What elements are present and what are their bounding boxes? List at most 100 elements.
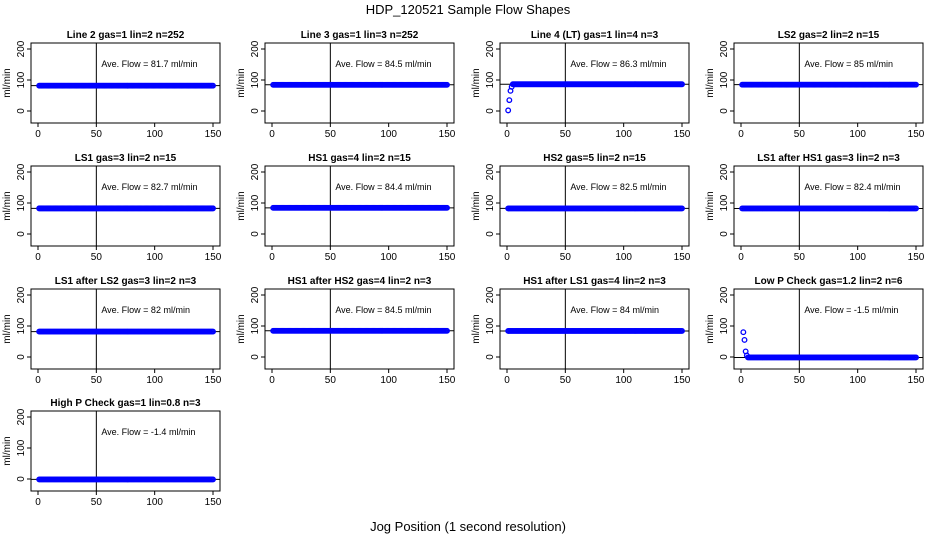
panel-title: LS1 gas=3 lin=2 n=15 xyxy=(75,153,177,164)
data-point xyxy=(741,337,748,343)
x-tick-label: 100 xyxy=(849,375,866,386)
data-point xyxy=(210,82,216,89)
panel-title: HS1 gas=4 lin=2 n=15 xyxy=(308,153,411,164)
x-tick-label: 0 xyxy=(269,252,275,263)
y-tick-label: 200 xyxy=(250,40,261,57)
plot-frame xyxy=(264,42,455,124)
y-tick-label: 0 xyxy=(250,231,261,237)
chart-panel: Low P Check gas=1.2 lin=2 n=6 0 50 100 150 0 1… xyxy=(705,276,925,386)
x-tick-label: 0 xyxy=(738,252,744,263)
y-tick-label: 100 xyxy=(16,194,27,211)
figure-x-axis-label: Jog Position (1 second resolution) xyxy=(370,519,566,534)
x-tick-label: 50 xyxy=(91,497,103,508)
data-point xyxy=(679,205,685,212)
x-tick-label: 50 xyxy=(794,252,806,263)
panel-title: HS1 after LS1 gas=4 lin=2 n=3 xyxy=(523,276,666,287)
x-tick-label: 50 xyxy=(560,252,572,263)
x-tick-label: 50 xyxy=(560,129,572,140)
panel-title: Line 3 gas=1 lin=3 n=252 xyxy=(301,30,419,41)
data-point xyxy=(444,204,450,211)
x-tick-label: 100 xyxy=(146,497,163,508)
y-tick-label: 100 xyxy=(16,439,27,456)
x-tick-label: 150 xyxy=(439,252,456,263)
x-tick-label: 150 xyxy=(674,252,691,263)
x-tick-label: 150 xyxy=(908,129,925,140)
y-tick-label: 200 xyxy=(485,40,496,57)
x-tick-label: 100 xyxy=(380,129,397,140)
x-tick-label: 150 xyxy=(205,497,222,508)
chart-panel: HS1 gas=4 lin=2 n=15 0 50 100 150 0 100 200ml/m… xyxy=(236,153,456,263)
plot-frame xyxy=(499,288,690,370)
panel-title: LS1 after HS1 gas=3 lin=2 n=3 xyxy=(757,153,900,164)
y-tick-label: 0 xyxy=(16,231,27,237)
x-tick-label: 0 xyxy=(35,129,41,140)
y-axis-label: ml/min xyxy=(2,314,13,343)
average-flow-annotation: Ave. Flow = 82 ml/min xyxy=(101,305,190,315)
y-tick-label: 200 xyxy=(485,163,496,180)
plot-frame xyxy=(30,410,221,492)
average-flow-annotation: Ave. Flow = 86.3 ml/min xyxy=(570,59,666,69)
y-tick-label: 200 xyxy=(719,286,730,303)
y-tick-label: 100 xyxy=(250,71,261,88)
x-tick-label: 100 xyxy=(380,252,397,263)
chart-panel: LS1 after HS1 gas=3 lin=2 n=3 0 50 100 150 0 1… xyxy=(705,153,925,263)
average-flow-annotation: Ave. Flow = 84.4 ml/min xyxy=(335,182,431,192)
y-tick-label: 0 xyxy=(16,354,27,360)
x-tick-label: 150 xyxy=(205,129,222,140)
average-flow-annotation: Ave. Flow = 82.7 ml/min xyxy=(101,182,197,192)
x-tick-label: 150 xyxy=(674,375,691,386)
y-tick-label: 0 xyxy=(250,108,261,114)
data-point xyxy=(913,81,919,88)
y-axis-label: ml/min xyxy=(2,68,13,97)
y-tick-label: 0 xyxy=(16,476,27,482)
x-tick-label: 50 xyxy=(560,375,572,386)
x-tick-label: 150 xyxy=(908,375,925,386)
panel-title: HS1 after HS2 gas=4 lin=2 n=3 xyxy=(288,276,432,287)
average-flow-annotation: Ave. Flow = 84.5 ml/min xyxy=(335,59,431,69)
x-tick-label: 100 xyxy=(615,375,632,386)
average-flow-annotation: Ave. Flow = 84 ml/min xyxy=(570,305,659,315)
y-tick-label: 100 xyxy=(16,71,27,88)
y-tick-label: 200 xyxy=(250,163,261,180)
x-tick-label: 50 xyxy=(91,129,103,140)
chart-panel: Line 2 gas=1 lin=2 n=252 0 50 100 150 0 100 200… xyxy=(2,30,222,140)
x-tick-label: 50 xyxy=(325,375,337,386)
panel-title: HS2 gas=5 lin=2 n=15 xyxy=(543,153,646,164)
data-point xyxy=(210,476,216,483)
panel-title: High P Check gas=1 lin=0.8 n=3 xyxy=(50,398,201,409)
data-point xyxy=(444,327,450,334)
data-point xyxy=(506,97,513,104)
data-point xyxy=(913,354,919,361)
x-tick-label: 50 xyxy=(91,375,103,386)
panel-title: LS2 gas=2 lin=2 n=15 xyxy=(778,30,880,41)
y-axis-label: ml/min xyxy=(705,191,716,220)
average-flow-annotation: Ave. Flow = 82.4 ml/min xyxy=(804,182,900,192)
average-flow-annotation: Ave. Flow = 82.5 ml/min xyxy=(570,182,666,192)
data-point xyxy=(210,205,216,212)
x-tick-label: 50 xyxy=(794,375,806,386)
x-tick-label: 150 xyxy=(908,252,925,263)
x-tick-label: 50 xyxy=(794,129,806,140)
data-point xyxy=(505,107,512,114)
x-tick-label: 50 xyxy=(325,129,337,140)
y-axis-label: ml/min xyxy=(471,68,482,97)
x-tick-label: 0 xyxy=(269,129,275,140)
panel-title: Low P Check gas=1.2 lin=2 n=6 xyxy=(755,276,903,287)
x-tick-label: 0 xyxy=(504,129,510,140)
chart-panel: HS1 after HS2 gas=4 lin=2 n=3 0 50 100 150 0 1… xyxy=(236,276,456,386)
y-tick-label: 100 xyxy=(719,194,730,211)
chart-panel: LS2 gas=2 lin=2 n=15 0 50 100 150 0 100 200ml/m… xyxy=(705,30,925,140)
x-tick-label: 150 xyxy=(439,375,456,386)
chart-panel: HS1 after LS1 gas=4 lin=2 n=3 0 50 100 150 0 1… xyxy=(471,276,691,386)
y-tick-label: 200 xyxy=(16,40,27,57)
chart-panel: LS1 gas=3 lin=2 n=15 0 50 100 150 0 100 200ml/m… xyxy=(2,153,222,263)
panel-title: Line 4 (LT) gas=1 lin=4 n=3 xyxy=(531,30,659,41)
chart-panel: Line 3 gas=1 lin=3 n=252 0 50 100 150 0 100 200… xyxy=(236,30,456,140)
panel-title: LS1 after LS2 gas=3 lin=2 n=3 xyxy=(55,276,197,287)
average-flow-annotation: Ave. Flow = -1.4 ml/min xyxy=(101,427,195,437)
y-tick-label: 0 xyxy=(250,354,261,360)
x-tick-label: 100 xyxy=(615,129,632,140)
x-tick-label: 0 xyxy=(269,375,275,386)
y-axis-label: ml/min xyxy=(236,314,247,343)
plot-frame xyxy=(30,165,221,247)
